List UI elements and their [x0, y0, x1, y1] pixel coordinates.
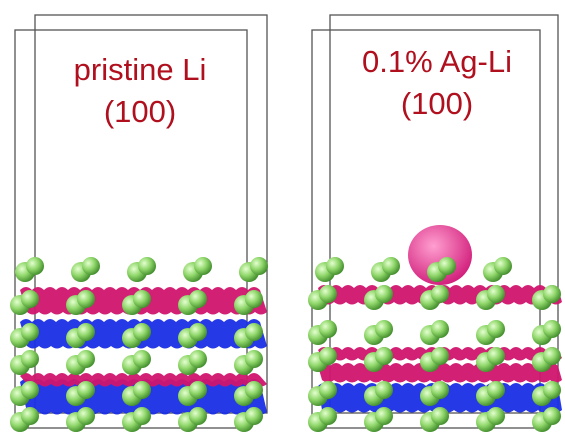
li-atom [194, 257, 212, 275]
li-atom [487, 285, 505, 303]
li-atom [77, 350, 95, 368]
li-atom [250, 257, 268, 275]
panel-ag: 0.1% Ag-Li (100) [308, 15, 562, 432]
li-atom [543, 407, 561, 425]
li-atom [431, 381, 449, 399]
li-atom [77, 323, 95, 341]
li-atom [494, 257, 512, 275]
li-atom [382, 257, 400, 275]
li-atom [133, 350, 151, 368]
li-atom [319, 285, 337, 303]
li-atom [431, 285, 449, 303]
li-atom [375, 320, 393, 338]
li-atom [543, 347, 561, 365]
li-atom [375, 407, 393, 425]
li-atom [133, 290, 151, 308]
li-atom [245, 381, 263, 399]
li-atom [487, 320, 505, 338]
li-atom [431, 407, 449, 425]
li-atom [77, 381, 95, 399]
li-atom [189, 407, 207, 425]
li-atom [375, 347, 393, 365]
panel-title: pristine Li [74, 52, 207, 87]
li-atom [26, 257, 44, 275]
li-atom [21, 323, 39, 341]
panel-facet: (100) [401, 86, 473, 121]
li-atom [245, 407, 263, 425]
li-atom [189, 350, 207, 368]
li-atom [82, 257, 100, 275]
li-atom [319, 347, 337, 365]
panel-facet: (100) [104, 94, 176, 129]
li-atom [245, 290, 263, 308]
li-atom [189, 323, 207, 341]
figure: pristine Li (100) 0.1% Ag-Li (100) [0, 0, 565, 433]
li-atom [133, 323, 151, 341]
li-atom [438, 257, 456, 275]
li-atom [543, 285, 561, 303]
li-atom [487, 347, 505, 365]
li-atom [189, 290, 207, 308]
li-atom [21, 290, 39, 308]
li-atom [319, 407, 337, 425]
li-atom [133, 407, 151, 425]
li-atom [21, 407, 39, 425]
li-atom [133, 381, 151, 399]
li-atom [375, 285, 393, 303]
li-atom [245, 323, 263, 341]
li-atom [138, 257, 156, 275]
li-atom [431, 347, 449, 365]
li-atom [245, 350, 263, 368]
li-atom [487, 381, 505, 399]
li-atom [431, 320, 449, 338]
li-atom [375, 381, 393, 399]
li-atom [21, 381, 39, 399]
li-atom [487, 407, 505, 425]
li-atom [543, 381, 561, 399]
li-atom [326, 257, 344, 275]
li-atom [77, 290, 95, 308]
li-atom [319, 320, 337, 338]
li-atom [319, 381, 337, 399]
li-atom [77, 407, 95, 425]
panel-pristine: pristine Li (100) [10, 15, 268, 432]
panel-title: 0.1% Ag-Li [362, 44, 512, 79]
li-atom [189, 381, 207, 399]
li-atom [543, 320, 561, 338]
charge-density [318, 363, 562, 383]
li-atom [21, 350, 39, 368]
